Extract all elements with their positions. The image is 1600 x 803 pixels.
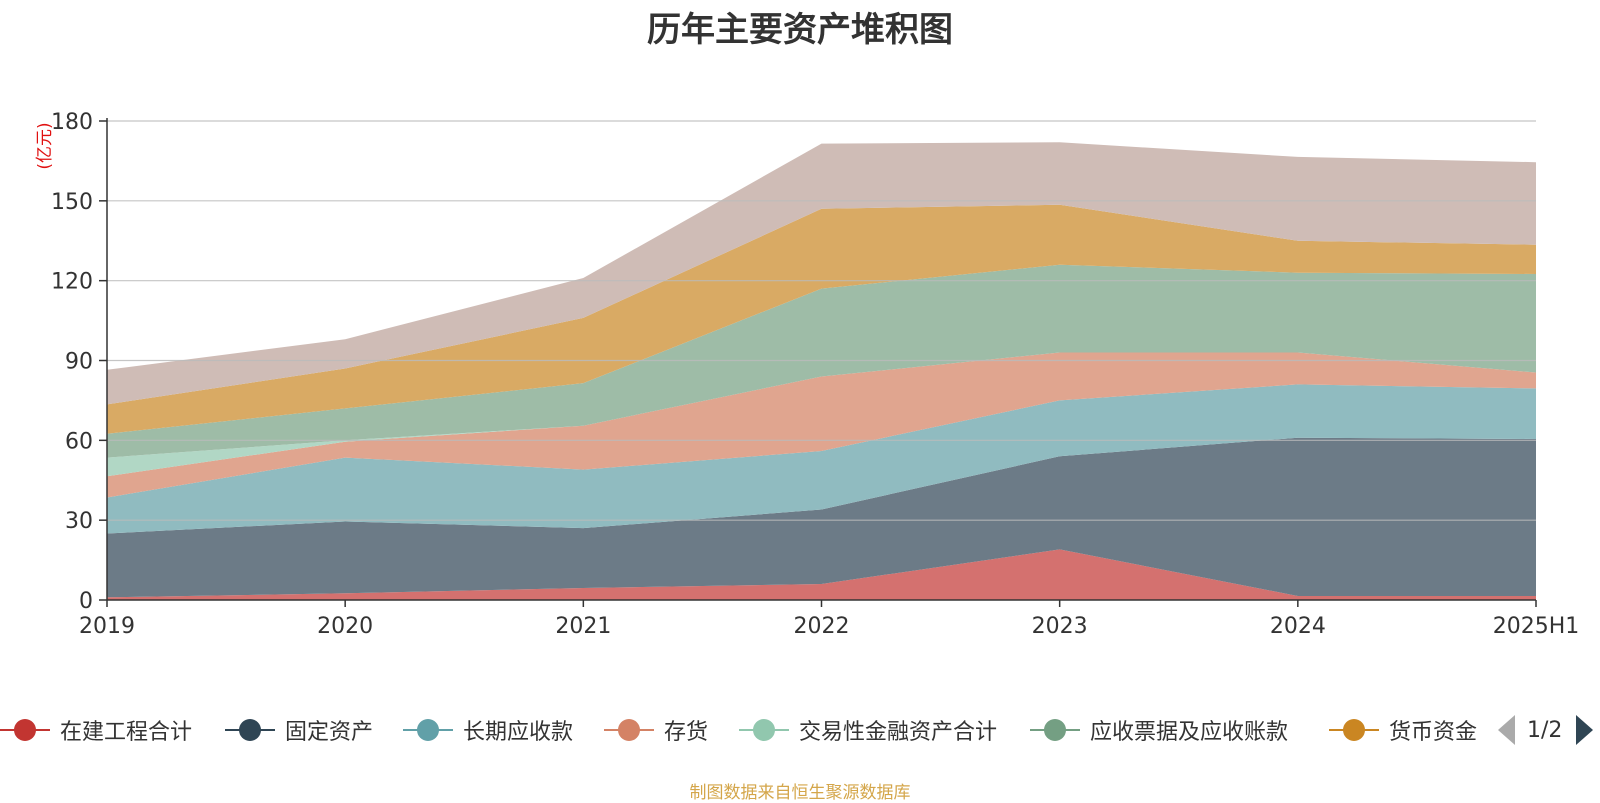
y-tick-label-3: 90 — [65, 350, 93, 375]
legend-label: 货币资金 — [1389, 720, 1478, 745]
legend: 在建工程合计 固定资产 长期应收款 存货 交易性金融资产合计 应收票据及应收账款 货币资金 — [0, 712, 1600, 748]
legend-item-3[interactable]: 存货 — [604, 712, 708, 748]
legend-marker-icon — [403, 712, 453, 748]
legend-label: 在建工程合计 — [60, 720, 193, 745]
area-layers — [107, 142, 1536, 600]
legend-label: 应收票据及应收账款 — [1090, 720, 1289, 745]
x-tick-label-2: 2021 — [555, 614, 611, 639]
y-tick-label-5: 150 — [51, 190, 93, 215]
y-tick-label-6: 180 — [51, 110, 93, 135]
area-series-2 — [107, 384, 1536, 534]
x-tick-label-0: 2019 — [79, 614, 135, 639]
area-series-7 — [107, 142, 1536, 405]
legend-item-5[interactable]: 应收票据及应收账款 — [1030, 712, 1288, 748]
x-tick-label-6: 2025H1 — [1493, 614, 1580, 639]
axes: 0 30 60 90 120 150 180 2019 2020 2021 2022 2023 2024… — [51, 110, 1579, 639]
legend-marker-icon — [0, 712, 50, 748]
area-series-5 — [107, 264, 1536, 458]
legend-label: 存货 — [664, 720, 709, 745]
legend-label: 固定资产 — [285, 720, 374, 745]
x-tick-label-5: 2024 — [1270, 614, 1326, 639]
x-tick-label-4: 2023 — [1032, 614, 1088, 639]
grid-lines — [107, 120, 1536, 521]
legend-marker-icon — [1329, 712, 1379, 748]
legend-marker-icon — [225, 712, 275, 748]
legend-prev-page-icon[interactable] — [1498, 715, 1515, 745]
legend-label: 交易性金融资产合计 — [799, 720, 998, 745]
area-series-3 — [107, 352, 1536, 498]
legend-next-page-icon[interactable] — [1576, 715, 1594, 745]
legend-label: 长期应收款 — [463, 720, 574, 745]
legend-pager: 1/2 — [1498, 712, 1594, 748]
legend-marker-icon — [1030, 712, 1080, 748]
y-tick-label-4: 120 — [51, 270, 93, 295]
x-tick-label-3: 2022 — [794, 614, 850, 639]
legend-item-2[interactable]: 长期应收款 — [403, 712, 573, 748]
chart-title: 历年主要资产堆积图 — [647, 10, 953, 50]
legend-item-4[interactable]: 交易性金融资产合计 — [739, 712, 997, 748]
area-series-6 — [107, 204, 1536, 434]
y-axis-unit-label: (亿元) — [35, 122, 55, 169]
area-series-1 — [107, 437, 1536, 598]
legend-item-0[interactable]: 在建工程合计 — [0, 712, 192, 748]
legend-item-1[interactable]: 固定资产 — [225, 712, 373, 748]
y-tick-label-2: 60 — [65, 429, 93, 454]
y-tick-label-0: 0 — [79, 589, 93, 614]
legend-page-indicator: 1/2 — [1527, 717, 1563, 743]
y-tick-label-1: 30 — [65, 509, 93, 534]
legend-item-6[interactable]: 货币资金 — [1329, 712, 1477, 748]
area-series-0 — [107, 549, 1536, 600]
data-source-note: 制图数据来自恒生聚源数据库 — [689, 783, 911, 803]
legend-marker-icon — [739, 712, 789, 748]
legend-marker-icon — [604, 712, 654, 748]
x-tick-label-1: 2020 — [317, 614, 373, 639]
